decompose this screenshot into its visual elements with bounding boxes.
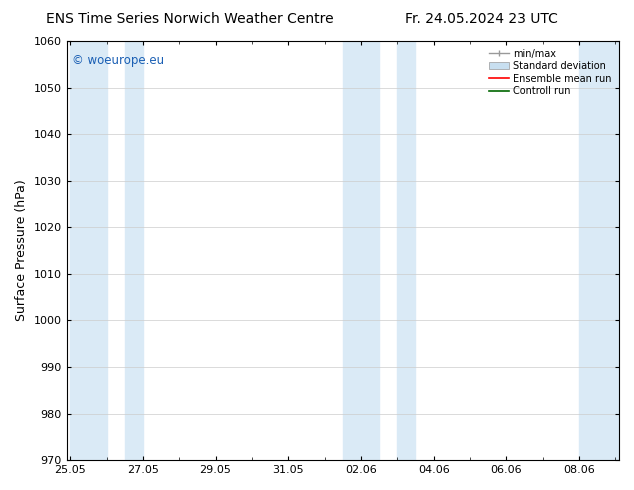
Y-axis label: Surface Pressure (hPa): Surface Pressure (hPa) xyxy=(15,180,28,321)
Bar xyxy=(125,41,143,460)
Bar xyxy=(398,41,415,460)
Text: Fr. 24.05.2024 23 UTC: Fr. 24.05.2024 23 UTC xyxy=(405,12,559,26)
Bar xyxy=(343,41,379,460)
Legend: min/max, Standard deviation, Ensemble mean run, Controll run: min/max, Standard deviation, Ensemble me… xyxy=(486,46,614,99)
Bar xyxy=(579,41,619,460)
Bar xyxy=(70,41,107,460)
Text: © woeurope.eu: © woeurope.eu xyxy=(72,53,164,67)
Text: ENS Time Series Norwich Weather Centre: ENS Time Series Norwich Weather Centre xyxy=(46,12,334,26)
